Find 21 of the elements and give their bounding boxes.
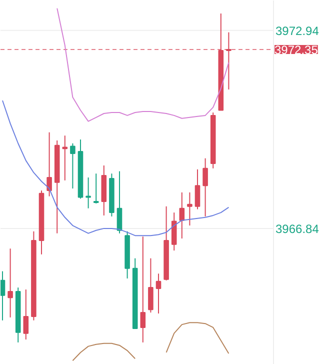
candlestick	[187, 192, 192, 226]
candlestick	[23, 288, 29, 340]
candlestick	[140, 236, 146, 343]
candlestick	[116, 170, 122, 234]
candlestick	[93, 173, 99, 204]
candlestick	[148, 258, 154, 314]
candlestick	[202, 158, 208, 217]
candlestick	[194, 168, 200, 210]
y-tick-label: 3972.94	[276, 24, 320, 38]
candlestick	[0, 270, 6, 321]
candlestick	[86, 176, 91, 209]
y-tick-label: 3966.84	[276, 222, 320, 236]
line-series	[2, 100, 230, 236]
candlestick	[156, 273, 162, 314]
candlestick	[70, 142, 76, 190]
line-series	[56, 8, 230, 122]
candlestick	[179, 192, 185, 240]
candlestick	[171, 212, 177, 252]
candlestick	[46, 132, 52, 197]
candlestick	[8, 248, 13, 318]
ref-line-label: 3972.35	[274, 43, 318, 58]
